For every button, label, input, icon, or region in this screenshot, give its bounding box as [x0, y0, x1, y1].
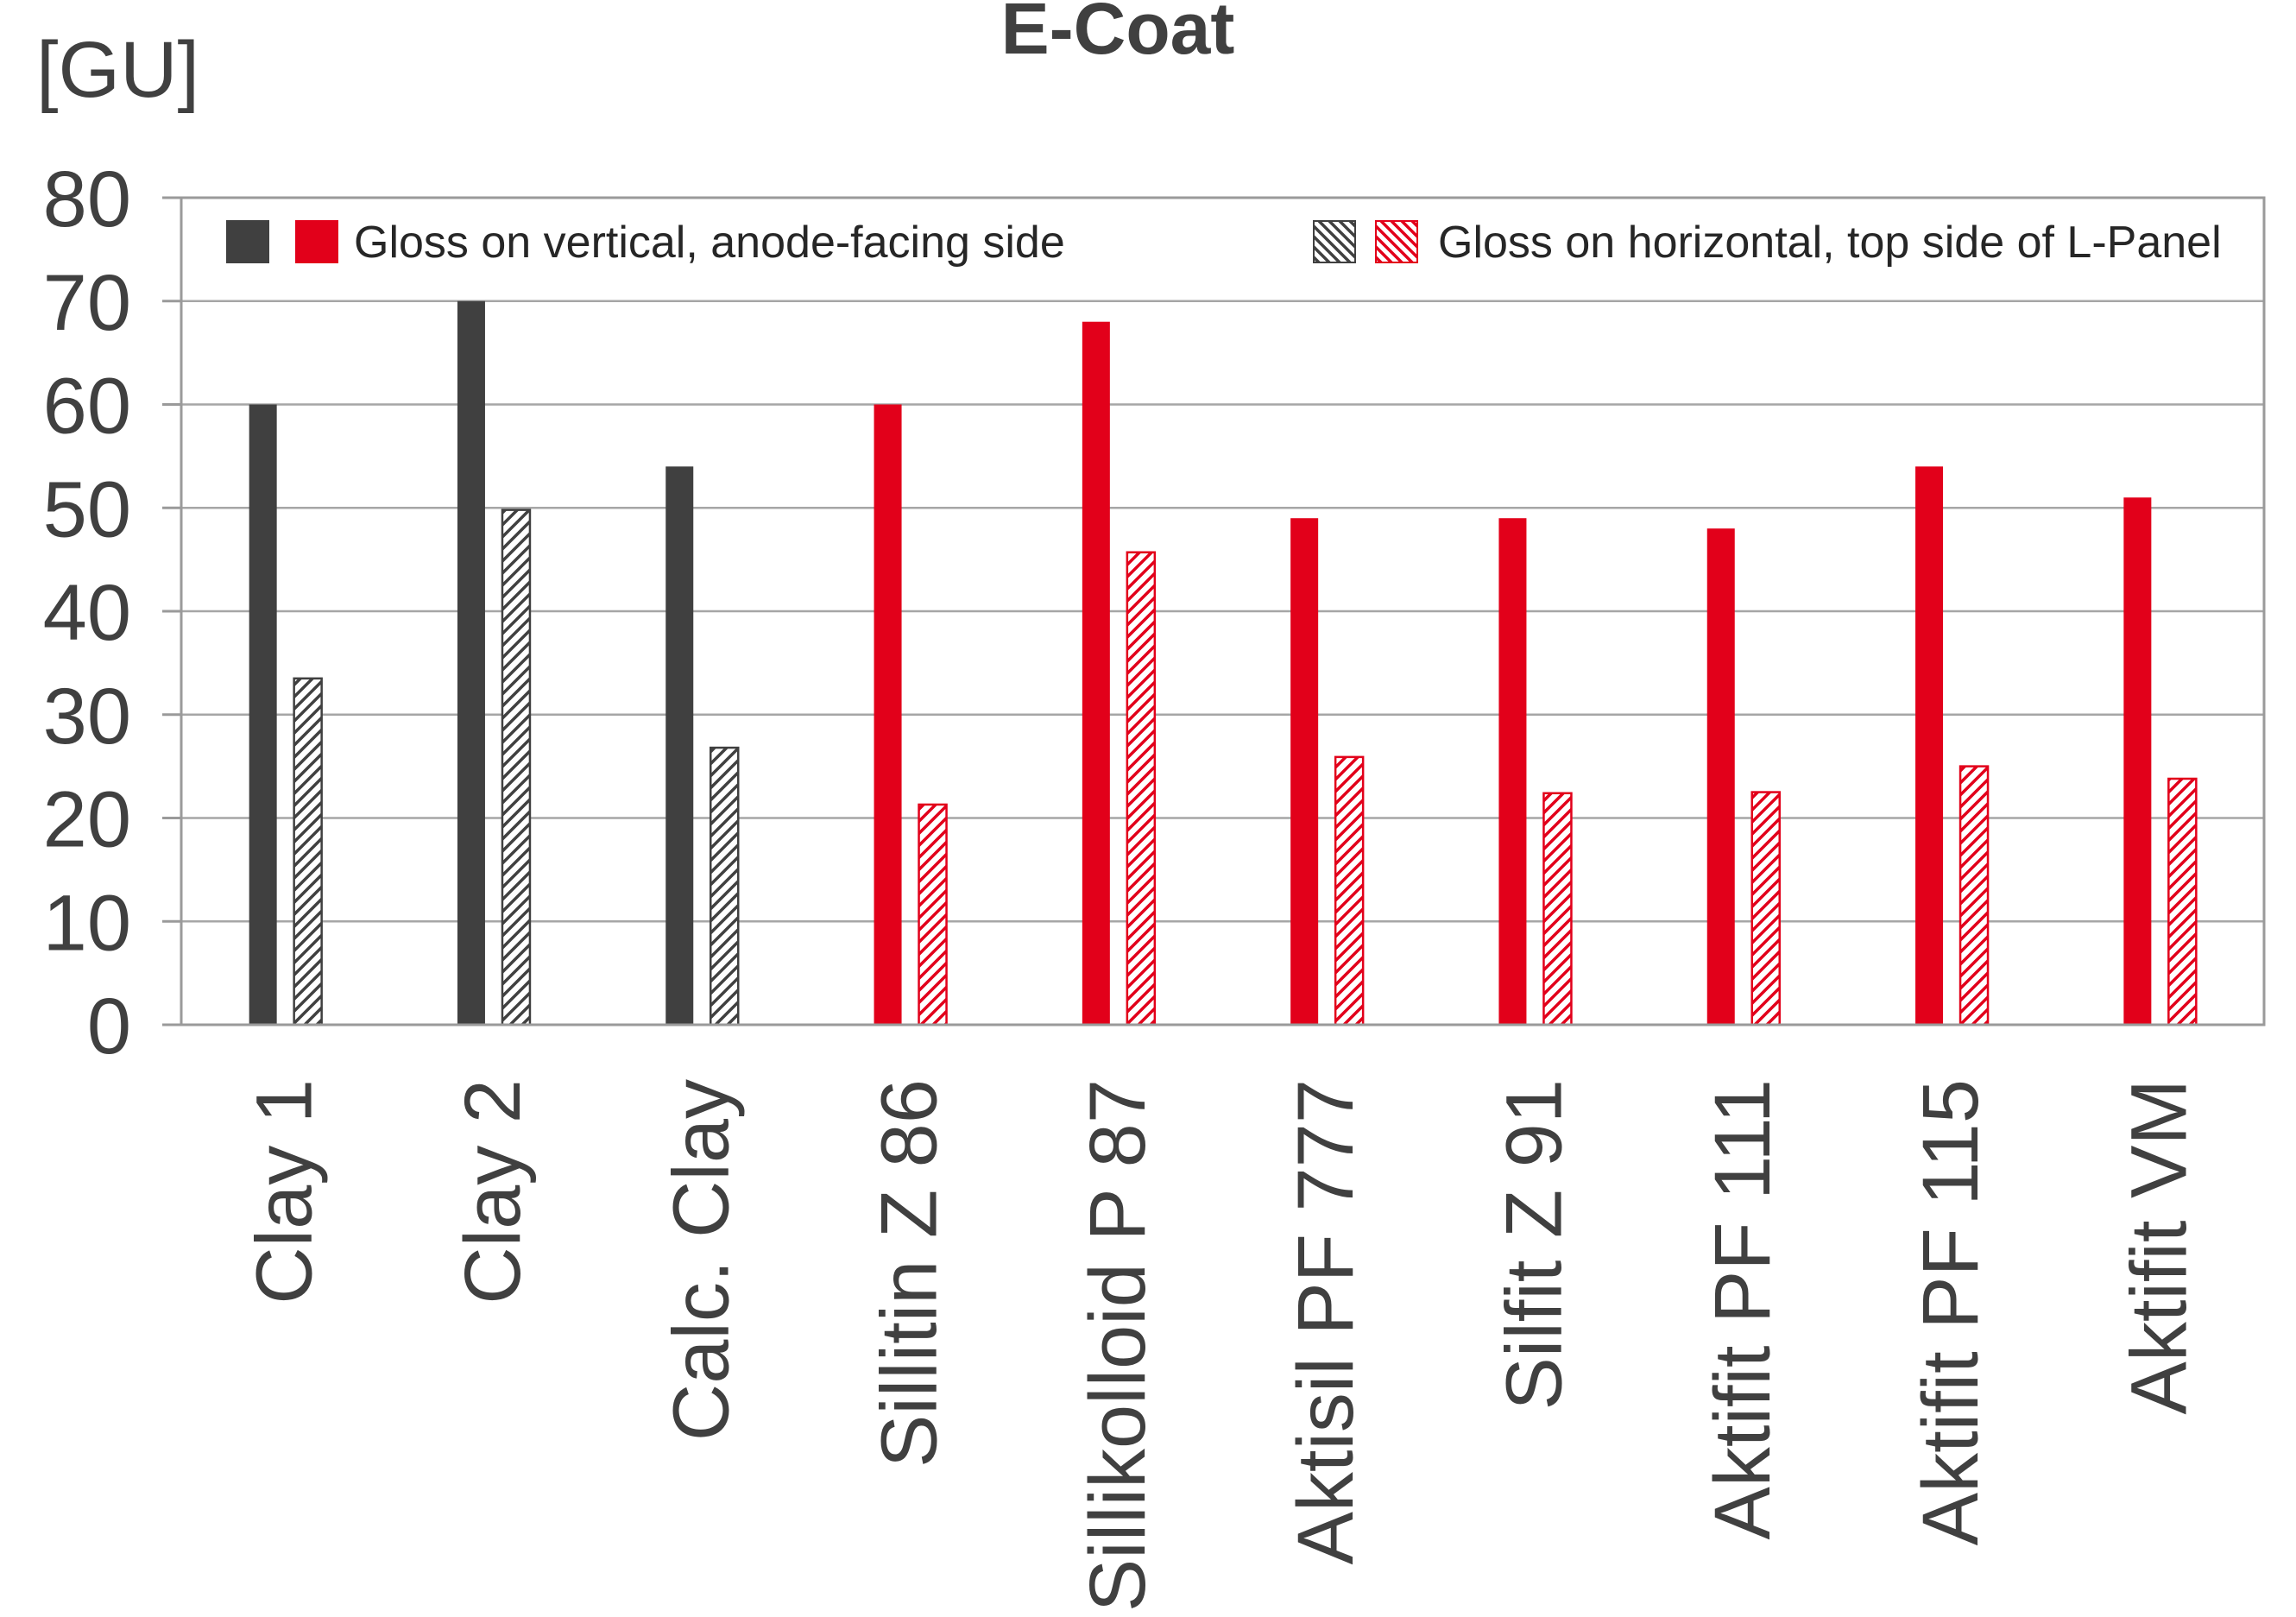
- legend-swatch-solid-red: [295, 220, 338, 263]
- x-tick-label: Aktifit VM: [2115, 1079, 2203, 1414]
- x-tick-label: Aktifit PF 111: [1699, 1079, 1787, 1539]
- bar-vertical-side: [1915, 466, 1944, 1025]
- x-tick-label: Clay 2: [449, 1079, 537, 1304]
- x-tick-label: Silfit Z 91: [1490, 1079, 1578, 1410]
- y-tick-label: 0: [87, 982, 131, 1071]
- x-tick-label: Aktisil PF 777: [1282, 1079, 1370, 1564]
- bar-horizontal-side: [1126, 551, 1157, 1026]
- bar-horizontal-side: [293, 677, 323, 1026]
- x-tick-label: Sillikolloid P 87: [1074, 1079, 1162, 1612]
- x-tick-label: Aktifit PF 115: [1907, 1079, 1995, 1545]
- bars: [249, 300, 2198, 1026]
- y-axis-ticks: 0 10 20 30 40 50 60 70 80: [43, 155, 181, 1071]
- legend-label-horizontal: Gloss on horizontal, top side of L-Panel: [1438, 218, 2222, 268]
- y-tick-label: 50: [43, 465, 131, 553]
- bar-horizontal-side: [1750, 791, 1781, 1026]
- chart-title: E-Coat: [1001, 0, 1235, 69]
- x-tick-label: Clay 1: [241, 1079, 329, 1304]
- gridlines: [181, 196, 2264, 1026]
- x-axis-ticks: Clay 1 Clay 2 Calc. Clay Sillitin Z 86 Silli…: [241, 1079, 2204, 1612]
- bar-vertical-side: [1498, 518, 1527, 1025]
- legend: Gloss on vertical, anode-facing side Glo…: [226, 218, 2222, 268]
- y-tick-label: 40: [43, 569, 131, 657]
- bar-horizontal-side: [501, 508, 532, 1026]
- bar-vertical-side: [1706, 528, 1735, 1025]
- bar-vertical-side: [1082, 321, 1110, 1025]
- bar-vertical-side: [665, 466, 694, 1025]
- legend-label-vertical: Gloss on vertical, anode-facing side: [354, 218, 1065, 268]
- bar-vertical-side: [457, 300, 485, 1025]
- plot-frame: [180, 196, 2266, 1026]
- legend-swatch-hatched-red: [1375, 220, 1418, 263]
- x-tick-label: Calc. Clay: [657, 1079, 745, 1441]
- legend-swatch-solid-gray: [226, 220, 269, 263]
- bar-horizontal-side: [710, 746, 740, 1026]
- x-tick-label: Sillitin Z 86: [866, 1079, 954, 1468]
- bar-horizontal-side: [918, 803, 948, 1026]
- y-tick-label: 70: [43, 259, 131, 347]
- bar-vertical-side: [2123, 497, 2152, 1025]
- y-tick-label: 60: [43, 363, 131, 451]
- y-tick-label: 80: [43, 155, 131, 243]
- bar-vertical-side: [874, 404, 902, 1025]
- bar-horizontal-side: [1542, 792, 1573, 1026]
- bar-horizontal-side: [2167, 777, 2198, 1026]
- bar-horizontal-side: [1334, 755, 1365, 1026]
- bar-horizontal-side: [1959, 765, 1990, 1026]
- legend-swatch-hatched-gray: [1313, 220, 1356, 263]
- bar-vertical-side: [1290, 518, 1319, 1025]
- y-tick-label: 20: [43, 776, 131, 864]
- y-tick-label: 30: [43, 673, 131, 761]
- bar-vertical-side: [249, 404, 277, 1025]
- y-axis-label: [GU]: [36, 26, 199, 114]
- y-tick-label: 10: [43, 879, 131, 967]
